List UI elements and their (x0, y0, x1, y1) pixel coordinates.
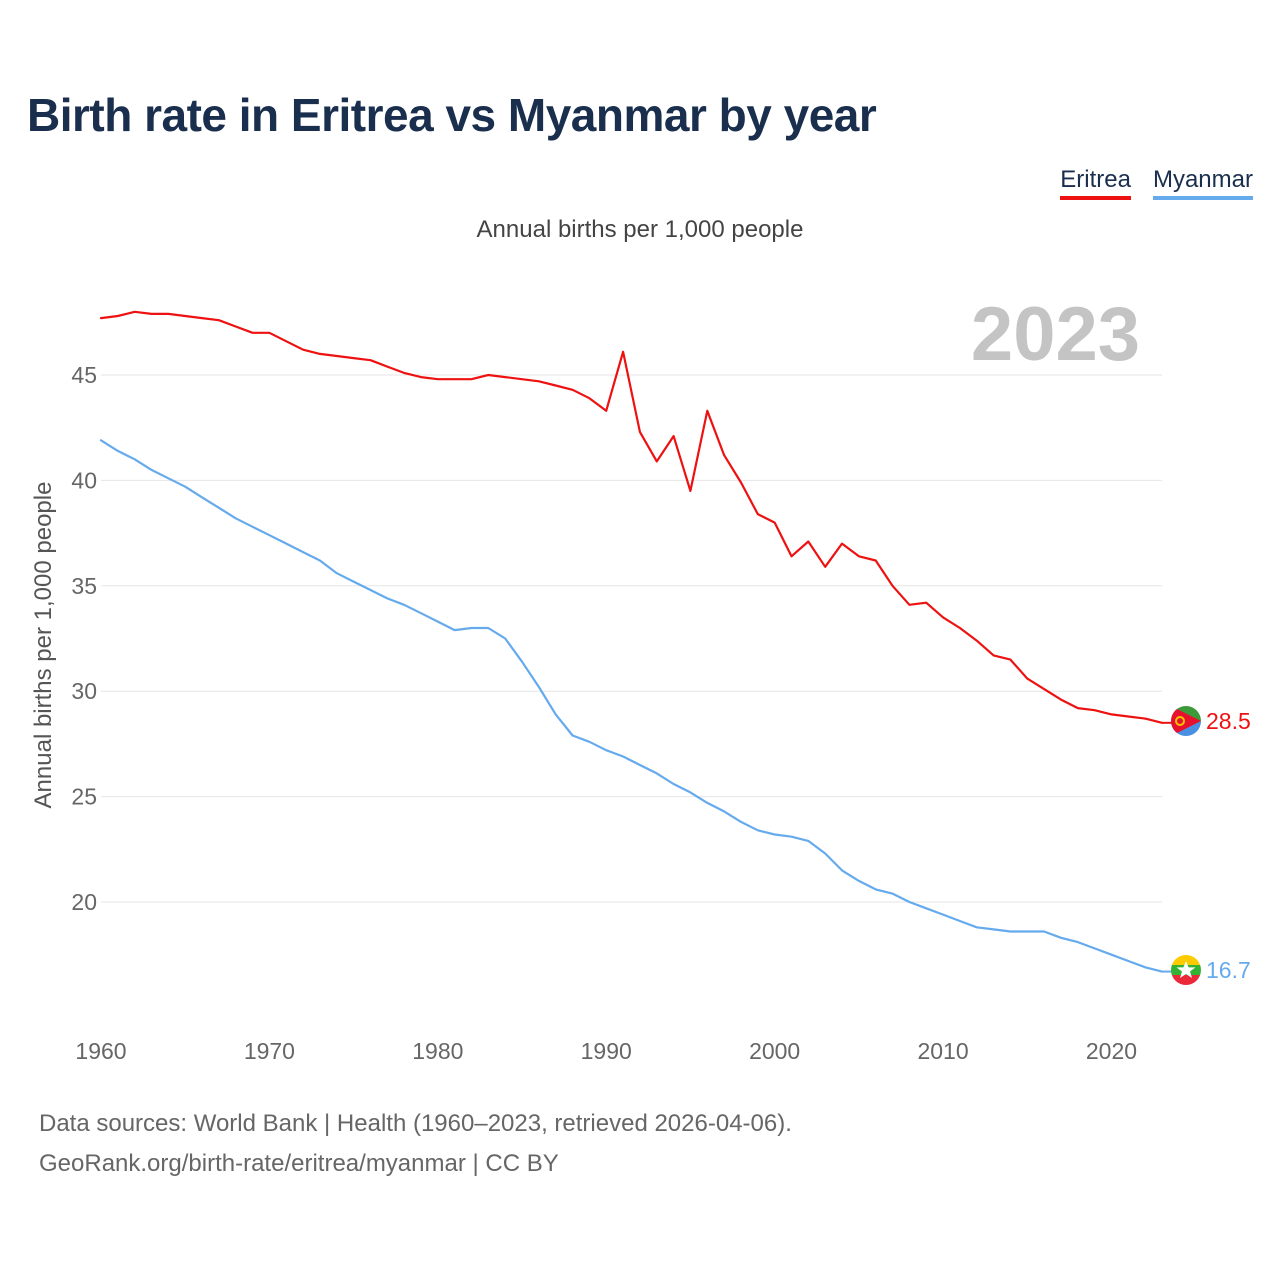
x-tick-label: 1990 (581, 1038, 632, 1064)
legend-item-eritrea[interactable]: Eritrea (1060, 166, 1131, 200)
myanmar-flag-icon (1171, 955, 1201, 985)
y-axis: 20 25 30 35 40 45 (71, 362, 97, 915)
y-tick-label: 35 (71, 573, 97, 599)
legend-item-myanmar[interactable]: Myanmar (1152, 166, 1253, 200)
x-tick-label: 2010 (917, 1038, 968, 1064)
y-tick-label: 30 (71, 678, 97, 704)
x-tick-label: 1960 (75, 1038, 126, 1064)
chart-subtitle: Annual births per 1,000 people (476, 216, 804, 243)
series-line-myanmar[interactable] (99, 439, 1164, 973)
y-tick-label: 40 (71, 467, 97, 493)
y-tick-label: 20 (71, 889, 97, 915)
y-axis-label: Annual births per 1,000 people (30, 482, 57, 809)
chart-title: Birth rate in Eritrea vs Myanmar by year (27, 89, 877, 141)
x-tick-label: 1980 (412, 1038, 463, 1064)
myanmar-end-value: 16.7 (1206, 957, 1251, 983)
x-tick-label: 2000 (749, 1038, 800, 1064)
series-lines (99, 310, 1172, 973)
x-tick-label: 1970 (244, 1038, 295, 1064)
source-note: Data sources: World Bank | Health (1960–… (39, 1104, 792, 1184)
eritrea-flag-icon (1171, 706, 1201, 736)
x-tick-label: 2020 (1086, 1038, 1137, 1064)
series-line-eritrea[interactable] (99, 310, 1164, 724)
year-watermark: 2023 (971, 292, 1140, 377)
eritrea-end-value: 28.5 (1206, 708, 1251, 734)
gridlines (101, 374, 1162, 903)
credit-link[interactable]: GeoRank.org/birth-rate/eritrea/myanmar |… (39, 1150, 559, 1177)
legend: Eritrea Myanmar (1060, 166, 1253, 200)
y-tick-label: 45 (71, 362, 97, 388)
y-tick-label: 25 (71, 784, 97, 810)
x-axis: 1960 1970 1980 1990 2000 2010 2020 (75, 1038, 1137, 1064)
source-text: Data sources: World Bank | Health (1960–… (39, 1110, 792, 1137)
